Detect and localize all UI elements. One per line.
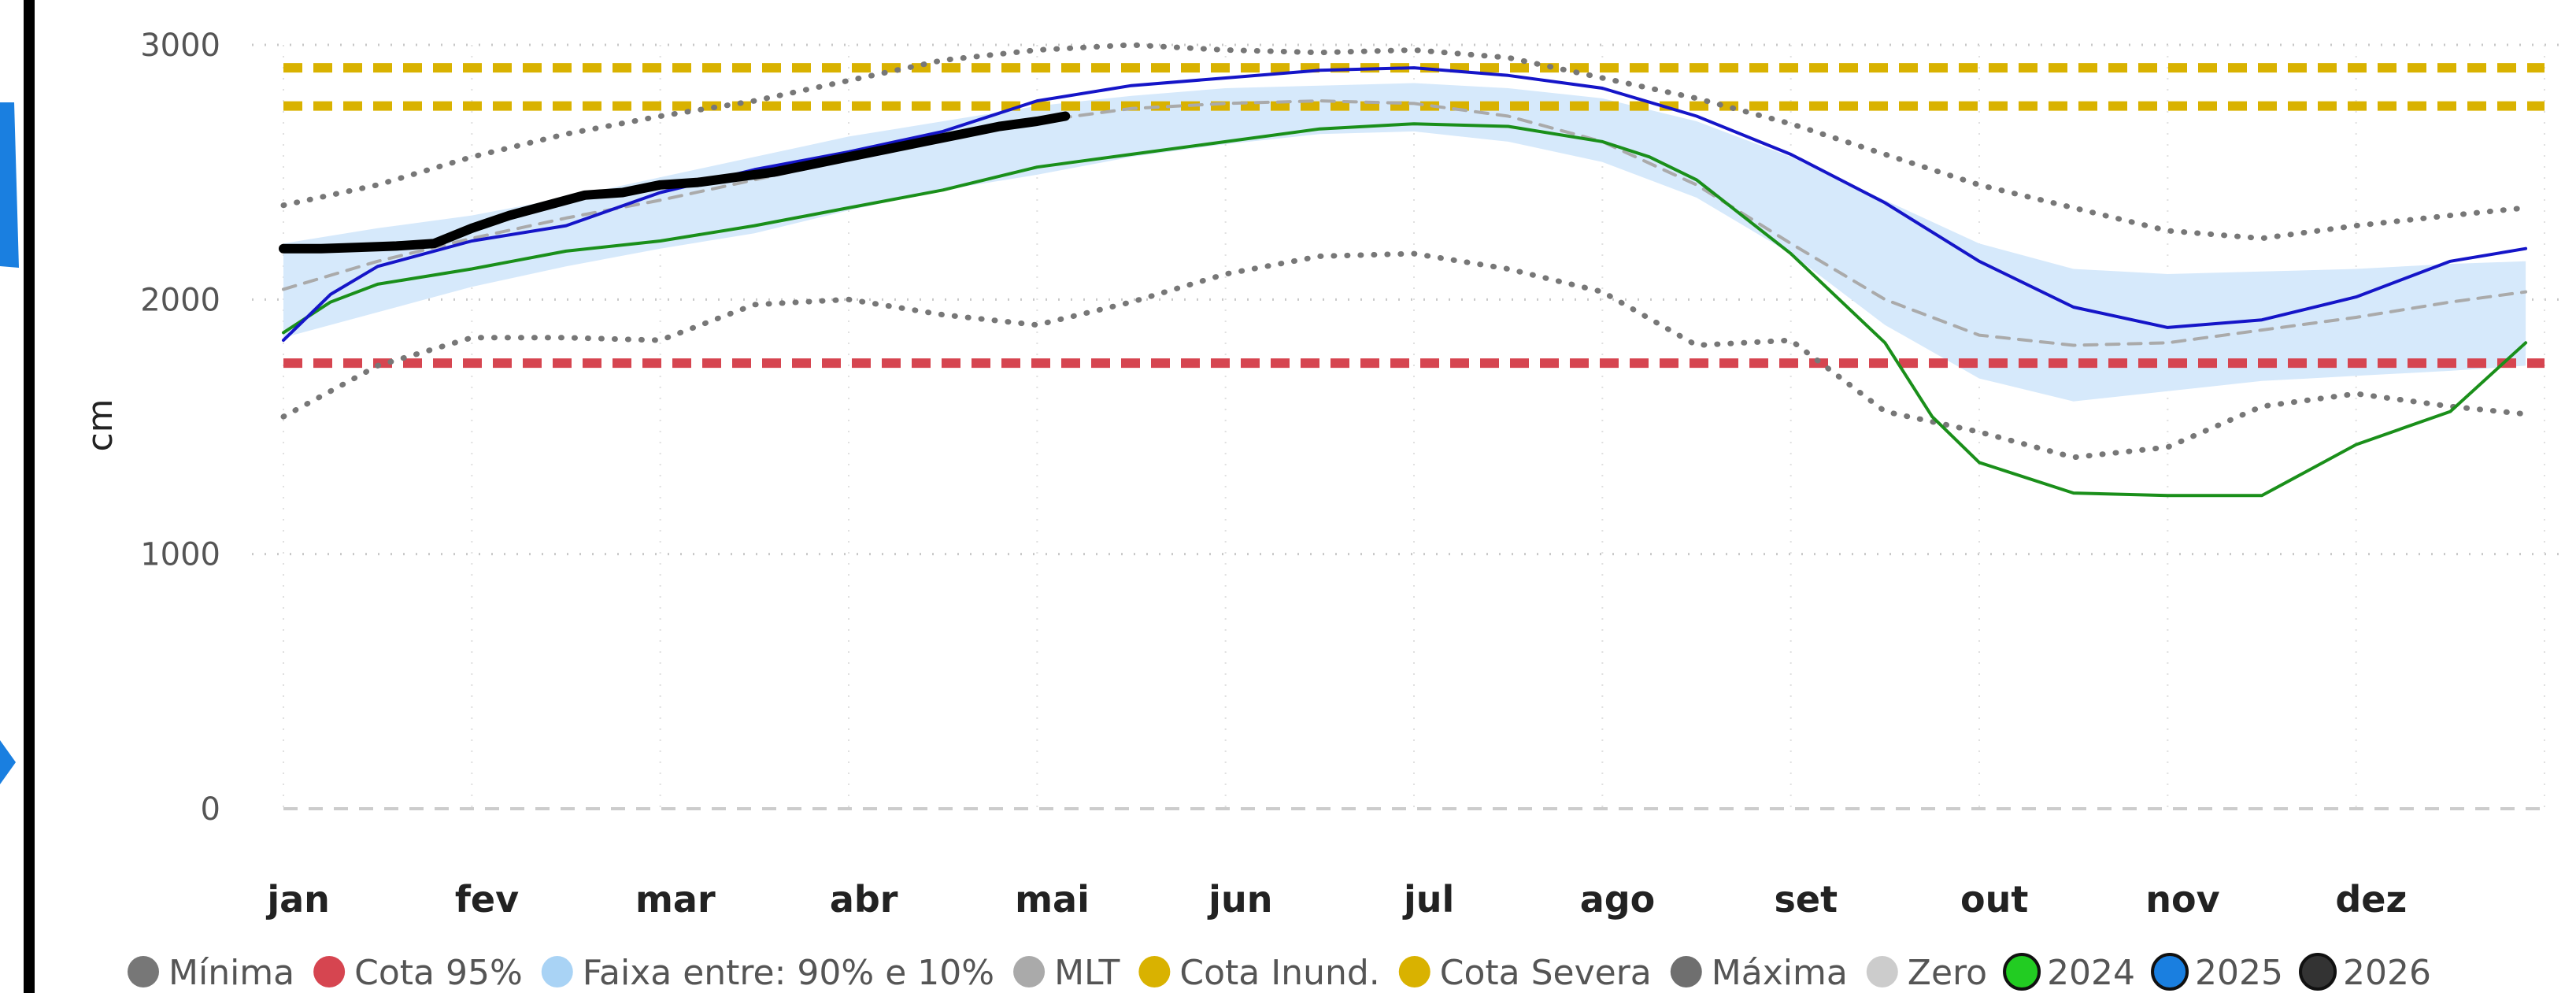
legend-marker (313, 956, 346, 987)
y-axis-label: cm (80, 398, 120, 451)
legend-marker (1670, 956, 1702, 987)
legend-label: Cota Inund. (1179, 953, 1379, 993)
x-tick-label: nov (2145, 878, 2219, 921)
legend: Mínima Cota 95% Faixa entre: 90% e 10% MLT C… (128, 953, 2431, 993)
legend-marker (2299, 953, 2337, 991)
legend-label: 2024 (2047, 953, 2135, 993)
legend-label: Cota 95% (354, 953, 523, 993)
threshold-layer (283, 63, 2545, 810)
y-tick-label: 0 (201, 791, 220, 828)
x-tick-label: mai (1015, 878, 1090, 921)
x-ticks: jan fev mar abr mai jun jul ago set out nov dez (265, 878, 2407, 921)
y-tick-label: 3000 (140, 28, 220, 64)
x-tick-label: jun (1207, 878, 1272, 921)
x-tick-label: mar (635, 878, 716, 921)
x-tick-label: out (1960, 878, 2028, 921)
legend-label: Faixa entre: 90% e 10% (583, 953, 994, 993)
series-line (282, 66, 2528, 343)
x-tick-label: jan (265, 878, 330, 921)
legend-label: MLT (1054, 953, 1120, 993)
series-line (282, 99, 2528, 347)
x-tick-label: fev (455, 878, 519, 921)
x-tick-label: dez (2335, 878, 2407, 921)
legend-label: 2025 (2195, 953, 2283, 993)
legend-label: Máxima (1712, 953, 1848, 993)
series-line (280, 250, 2529, 461)
legend-marker (1013, 956, 1046, 987)
legend-marker (541, 956, 573, 987)
side-arrow-bottom (0, 740, 16, 784)
x-tick-label: ago (1580, 878, 1656, 921)
series-line (280, 42, 2529, 242)
x-tick-label: jul (1402, 878, 1454, 921)
y-tick-label: 1000 (140, 537, 220, 573)
x-tick-label: set (1775, 878, 1838, 921)
y-ticks: 0 1000 2000 3000 (140, 28, 220, 828)
legend-marker (2151, 953, 2189, 991)
legend-marker (2003, 953, 2041, 991)
legend-marker (1398, 956, 1430, 987)
legend-label: Mínima (168, 953, 294, 993)
y-tick-label: 2000 (140, 282, 220, 318)
legend-label: Cota Severa (1440, 953, 1652, 993)
band-90-10 (283, 83, 2526, 402)
series-line (282, 122, 2528, 498)
x-tick-label: abr (830, 878, 898, 921)
side-arrow-top (0, 102, 19, 268)
legend-label: Zero (1908, 953, 1987, 993)
series-layer (279, 42, 2529, 498)
legend-marker (128, 956, 159, 987)
band-layer (283, 83, 2526, 402)
legend-label: 2026 (2343, 953, 2431, 993)
legend-marker (1138, 956, 1171, 987)
legend-marker (1866, 956, 1898, 987)
series-line (279, 111, 1071, 254)
left-border-bar (24, 0, 35, 993)
grid-layer (252, 43, 2560, 809)
